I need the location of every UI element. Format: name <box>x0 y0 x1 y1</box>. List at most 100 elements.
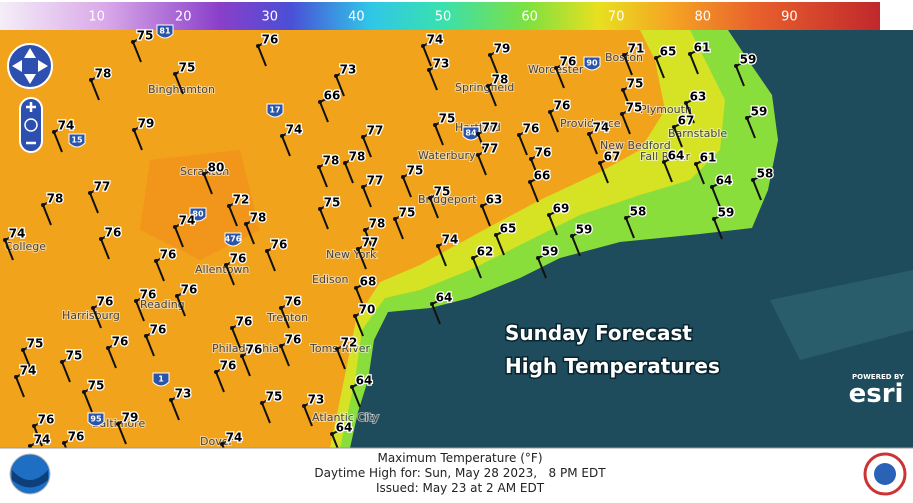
highway-number: 476 <box>225 235 242 244</box>
station-temp: 73 <box>433 57 450 71</box>
station-temp: 66 <box>534 169 551 183</box>
station-temp: 75 <box>324 196 341 210</box>
zoom-icons <box>26 102 36 145</box>
station-dot <box>260 401 264 405</box>
city-label: Fall River <box>640 150 691 163</box>
station-dot <box>220 442 224 446</box>
nws-logo-inner <box>874 463 896 485</box>
pan-button[interactable] <box>7 43 53 89</box>
station-temp: 64 <box>356 374 373 388</box>
station-dot <box>334 74 338 78</box>
station-dot <box>214 370 218 374</box>
highway-number: 90 <box>586 59 598 68</box>
station-dot <box>436 244 440 248</box>
station-dot <box>175 294 179 298</box>
station-temp: 67 <box>604 150 621 164</box>
station-dot <box>82 390 86 394</box>
city-label: New York <box>326 248 377 261</box>
station-temp: 75 <box>407 164 424 178</box>
station-dot <box>712 217 716 221</box>
colorbar-label: 40 <box>348 10 365 25</box>
station-temp: 76 <box>68 430 85 444</box>
station-temp: 78 <box>250 211 267 225</box>
land-warm <box>0 30 665 448</box>
station-temp: 74 <box>427 33 444 47</box>
city-label: Providence <box>560 117 621 130</box>
station-temp: 58 <box>757 167 774 181</box>
station-dot <box>401 175 405 179</box>
station-temp: 67 <box>678 114 695 128</box>
city-label: Allentown <box>195 263 249 276</box>
station-temp: 78 <box>492 73 509 87</box>
station-dot <box>654 56 658 60</box>
station-temp: 75 <box>137 29 154 43</box>
station-temp: 74 <box>442 233 459 247</box>
highway-shield <box>156 24 174 39</box>
station-dot <box>173 225 177 229</box>
esri-logo: esri <box>849 379 904 409</box>
station-dot <box>427 68 431 72</box>
station-dot <box>471 256 475 260</box>
station-dot <box>529 157 533 161</box>
station-temp: 78 <box>95 67 112 81</box>
footer-product: Maximum Temperature (°F) <box>377 451 542 465</box>
colorbar-label: 80 <box>695 10 712 25</box>
colorbar-label: 50 <box>435 10 452 25</box>
station-temp: 77 <box>94 180 111 194</box>
station-dot <box>361 135 365 139</box>
shelf <box>770 270 913 360</box>
colorbar-label: 70 <box>608 10 625 25</box>
colorbar <box>0 2 880 30</box>
station-dot <box>317 165 321 169</box>
station-dot <box>486 84 490 88</box>
station-temp: 64 <box>436 291 453 305</box>
station-dot <box>230 326 234 330</box>
station-dot <box>480 204 484 208</box>
city-label: College <box>5 240 46 253</box>
station-dot <box>433 123 437 127</box>
station-temp: 76 <box>230 252 247 266</box>
station-temp: 76 <box>220 359 237 373</box>
nav-control[interactable] <box>7 43 53 153</box>
station-dot <box>302 404 306 408</box>
station-temp: 75 <box>627 77 644 91</box>
station-temp: 76 <box>236 315 253 329</box>
station-dot <box>173 72 177 76</box>
zoom-button[interactable] <box>19 97 43 153</box>
station-dot <box>134 299 138 303</box>
station-dot <box>318 207 322 211</box>
highway-shield <box>189 207 207 222</box>
station-temp: 68 <box>360 275 377 289</box>
station-temp: 61 <box>694 41 711 55</box>
station-dot <box>356 247 360 251</box>
station-temp: 64 <box>668 149 685 163</box>
station-dot <box>279 344 283 348</box>
station-temp: 70 <box>359 303 376 317</box>
station-temp: 75 <box>27 337 44 351</box>
highway-shield <box>87 412 105 427</box>
station-temp: 79 <box>138 117 155 131</box>
station-temp: 76 <box>150 323 167 337</box>
station-temp: 76 <box>285 333 302 347</box>
station-dot <box>536 256 540 260</box>
station-dot <box>256 44 260 48</box>
station-temp: 75 <box>266 390 283 404</box>
station-dot <box>28 444 32 448</box>
station-temp: 74 <box>9 227 26 241</box>
station-temp: 59 <box>542 245 559 259</box>
city-label: Barnstable <box>668 127 727 140</box>
station-temp: 75 <box>179 61 196 75</box>
city-label: Edison <box>312 273 348 286</box>
station-dot <box>547 213 551 217</box>
station-temp: 78 <box>323 154 340 168</box>
colorbar-label: 30 <box>262 10 279 25</box>
station-dot <box>476 153 480 157</box>
footer <box>0 448 913 503</box>
highway-shield <box>583 56 601 71</box>
overlay-title: Sunday Forecast <box>505 321 692 345</box>
station-dot <box>694 162 698 166</box>
station-temp: 76 <box>560 55 577 69</box>
station-dot <box>620 112 624 116</box>
station-dot <box>106 346 110 350</box>
station-dot <box>202 172 206 176</box>
